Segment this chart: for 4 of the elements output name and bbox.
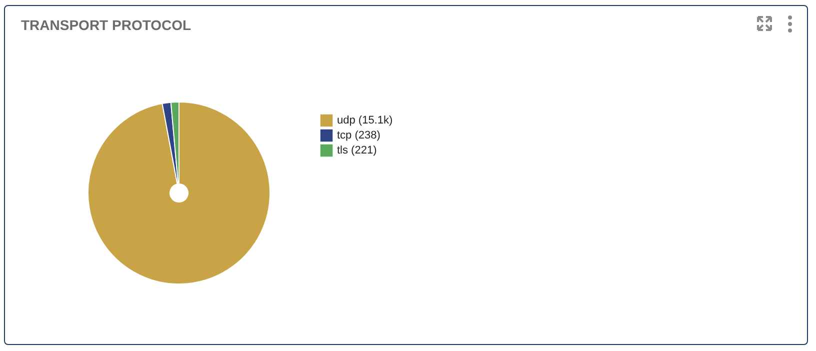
legend-label: tcp (238)	[337, 130, 380, 142]
chart-title: TRANSPORT PROTOCOL	[21, 17, 192, 33]
legend-label: udp (15.1k)	[337, 114, 393, 126]
legend-label: tls (221)	[337, 144, 377, 156]
